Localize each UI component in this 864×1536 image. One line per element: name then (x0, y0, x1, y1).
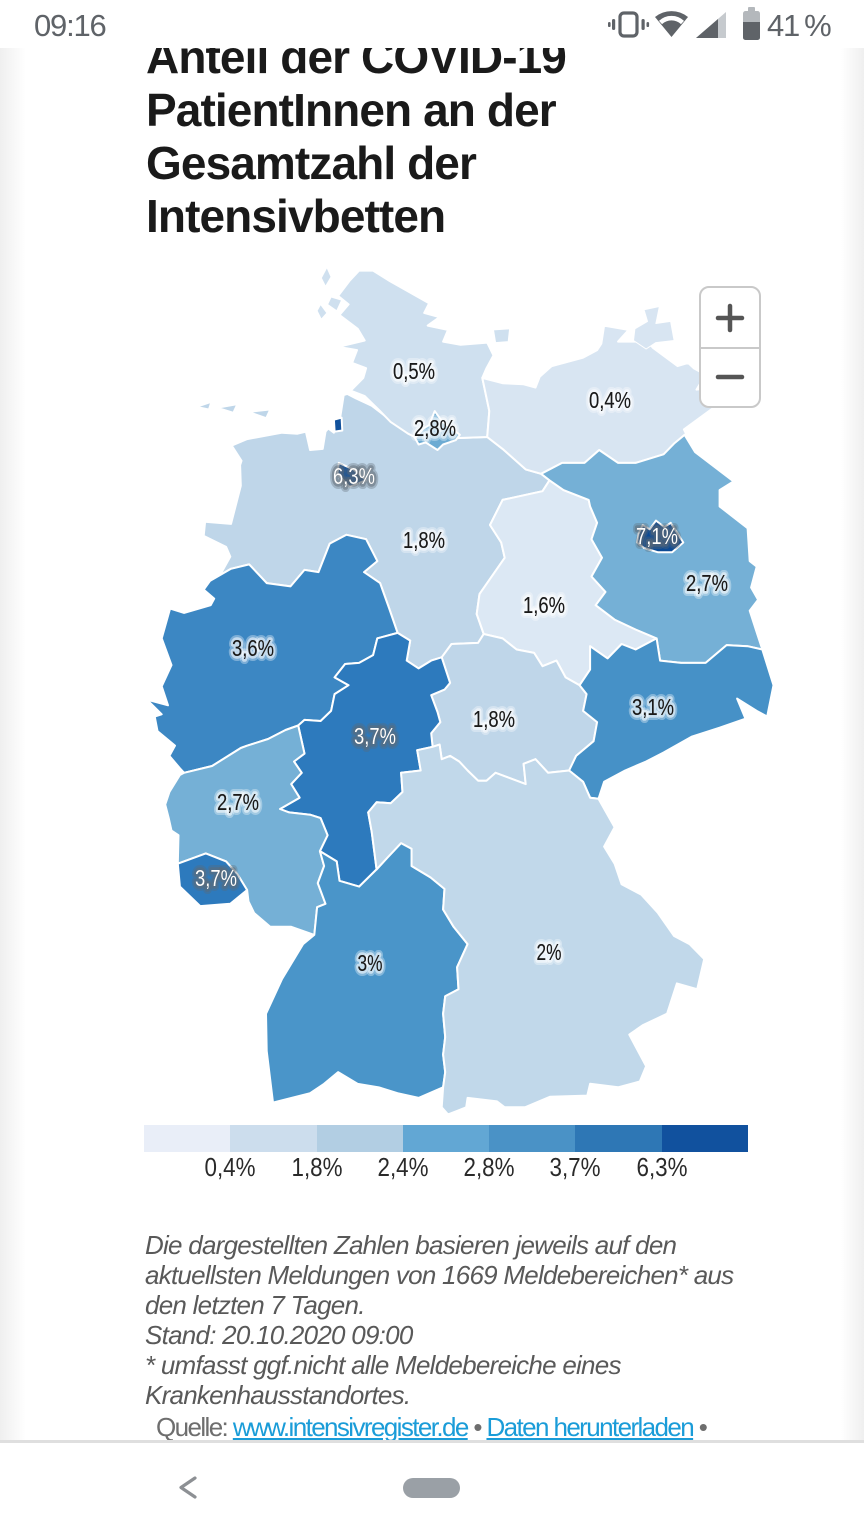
svg-text:3,7%: 3,7% (195, 865, 237, 891)
svg-text:3,7%: 3,7% (195, 865, 237, 891)
svg-text:3,6%: 3,6% (232, 635, 274, 661)
svg-text:0,5%: 0,5% (393, 358, 435, 384)
svg-text:2,7%: 2,7% (217, 789, 259, 815)
svg-text:3%: 3% (358, 950, 383, 976)
svg-text:3,6%: 3,6% (232, 635, 274, 661)
svg-text:6,3%: 6,3% (333, 463, 375, 489)
svg-text:0,4%: 0,4% (589, 387, 631, 413)
svg-text:3,1%: 3,1% (632, 694, 674, 720)
svg-text:2%: 2% (537, 939, 562, 965)
svg-text:2,7%: 2,7% (686, 570, 728, 596)
svg-text:6,3%: 6,3% (333, 463, 375, 489)
svg-text:1,6%: 1,6% (523, 592, 565, 618)
svg-text:2,8%: 2,8% (414, 415, 456, 441)
svg-text:7,1%: 7,1% (636, 523, 678, 549)
svg-text:0,4%: 0,4% (205, 1152, 256, 1182)
svg-text:0,5%: 0,5% (393, 358, 435, 384)
svg-text:3,7%: 3,7% (354, 723, 396, 749)
svg-text:2,7%: 2,7% (217, 789, 259, 815)
svg-text:2%: 2% (537, 939, 562, 965)
svg-text:3,7%: 3,7% (195, 865, 237, 891)
svg-text:2,8%: 2,8% (464, 1152, 515, 1182)
svg-text:0,4%: 0,4% (589, 387, 631, 413)
svg-text:1,8%: 1,8% (403, 527, 445, 553)
svg-text:1,8%: 1,8% (292, 1152, 343, 1182)
svg-text:3,7%: 3,7% (550, 1152, 601, 1182)
svg-text:1,8%: 1,8% (473, 706, 515, 732)
svg-text:3%: 3% (358, 950, 383, 976)
svg-text:7,1%: 7,1% (636, 523, 678, 549)
svg-text:3,6%: 3,6% (232, 635, 274, 661)
svg-text:2%: 2% (537, 939, 562, 965)
svg-text:0,5%: 0,5% (393, 358, 435, 384)
svg-text:1,8%: 1,8% (403, 527, 445, 553)
svg-text:1,8%: 1,8% (473, 706, 515, 732)
svg-text:1,8%: 1,8% (473, 706, 515, 732)
svg-text:3,1%: 3,1% (632, 694, 674, 720)
svg-text:6,3%: 6,3% (637, 1152, 688, 1182)
svg-text:2,7%: 2,7% (217, 789, 259, 815)
svg-text:3,7%: 3,7% (354, 723, 396, 749)
svg-text:0,4%: 0,4% (589, 387, 631, 413)
svg-text:3,1%: 3,1% (632, 694, 674, 720)
svg-text:6,3%: 6,3% (333, 463, 375, 489)
svg-text:2,4%: 2,4% (378, 1152, 429, 1182)
svg-text:2,7%: 2,7% (686, 570, 728, 596)
svg-text:7,1%: 7,1% (636, 523, 678, 549)
svg-text:1,6%: 1,6% (523, 592, 565, 618)
svg-text:1,8%: 1,8% (403, 527, 445, 553)
svg-text:2,7%: 2,7% (686, 570, 728, 596)
svg-text:3,7%: 3,7% (354, 723, 396, 749)
svg-text:1,6%: 1,6% (523, 592, 565, 618)
svg-text:3%: 3% (358, 950, 383, 976)
svg-text:2,8%: 2,8% (414, 415, 456, 441)
svg-text:2,8%: 2,8% (414, 415, 456, 441)
